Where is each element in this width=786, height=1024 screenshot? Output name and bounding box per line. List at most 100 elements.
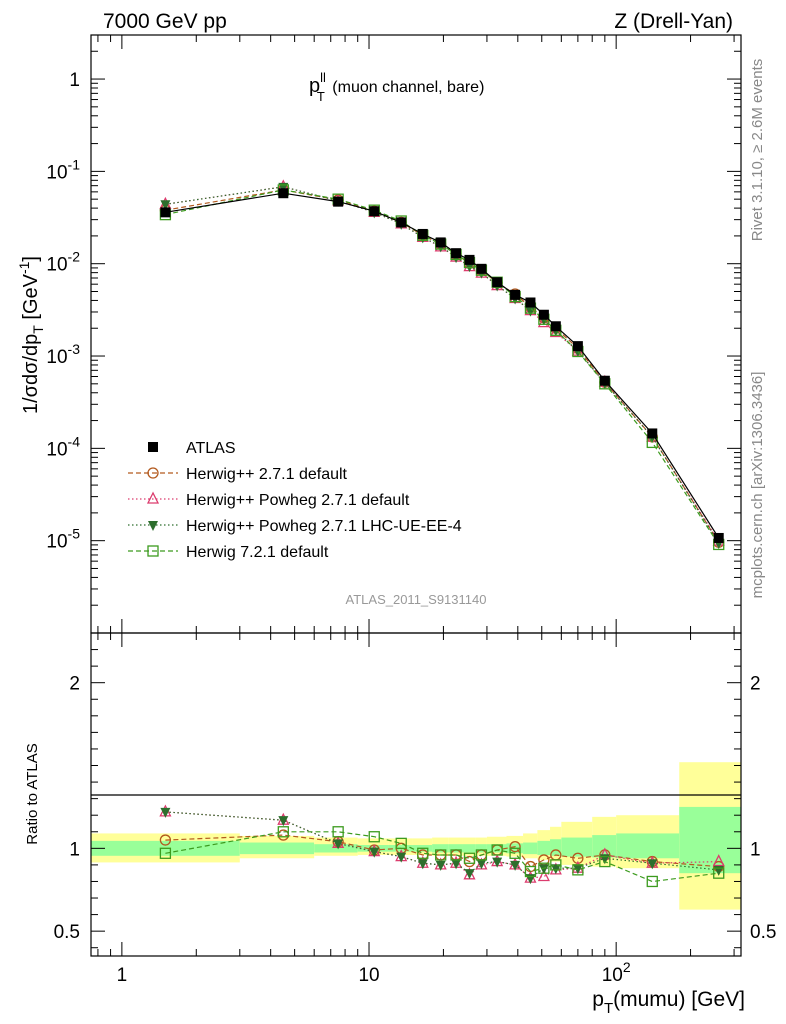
upper-series-0-point [160,207,171,218]
ratio-ylabel: Ratio to ATLAS [24,743,41,844]
ratio-stat-band [537,840,551,855]
legend-marker [148,521,158,531]
ratio-series-3-point [417,847,429,859]
ratio-series-2-point [492,857,503,868]
plot-title: pll T (muon channel, bare) [309,70,484,104]
upper-series-0-point [396,217,407,228]
ratio-series-2-point [435,860,446,871]
ratio-series-3-point [538,862,550,874]
ratio-series-3-point [332,826,344,838]
ratio-series-2-point [538,864,549,875]
ratio-series-3-point [435,849,447,861]
upper-series-0-point [435,237,446,248]
ratio-ytick-label-left: 2 [69,674,80,695]
plot-title-sub: T [317,89,325,104]
ratio-stat-band [550,839,562,856]
ratio-series-2-point [160,807,171,818]
upper-panel: 1 10-1 10-2 10-3 10-4 10-5 pll T (muon channel… [16,34,742,634]
upper-series-0-point [713,532,724,543]
upper-series-0-point [492,277,503,288]
ratio-series-3-point [159,847,172,859]
x-tick-label: 1 [117,965,128,986]
ratio-series-2-point [572,864,583,875]
ratio-series-3-point [368,831,380,843]
ratio-series-3-point [395,837,407,850]
upper-series-0-point [510,289,521,300]
ratio-stat-band [448,844,463,853]
ratio-ytick-label-right: 2 [750,674,761,695]
legend-label: Herwig++ 2.7.1 default [186,466,348,483]
ratio-series-0-point [159,834,172,846]
upper-series-0-point [278,188,289,199]
ratio-ytick-label-left: 1 [69,839,80,860]
upper-series-0-point [369,206,380,217]
ratio-series-3-point [646,875,658,888]
upper-ytick-label: 10-1 [46,156,80,183]
ratio-series-1-point [537,869,550,882]
x-tick-label: 102 [602,959,631,986]
upper-series-0-point [647,428,658,439]
upper-series-2-point [549,325,562,338]
ratio-stat-band [679,806,741,874]
ratio-series-2-point [464,869,475,880]
ratio-stat-band [486,844,507,853]
upper-series-3-point [160,200,171,211]
upper-series-0-point [550,321,561,332]
analysis-id-label: ATLAS_2011_S9131140 [346,592,487,607]
upper-ytick-label: 10-4 [46,433,80,460]
ratio-ytick-label-right: 1 [750,839,761,860]
plot-title-rest: (muon channel, bare) [328,79,485,96]
x-tick-label: 10 [358,965,379,986]
upper-series-0-point [476,263,487,274]
upper-series-0-point [525,297,536,308]
ratio-series-3-point [572,864,584,876]
upper-ylabel: 1/σdσ/dpT [GeV-1] [16,256,46,414]
legend-label: ATLAS [186,440,236,457]
header-right-label: Z (Drell-Yan) [614,10,733,33]
ratio-series-2-point [510,860,521,871]
legend-marker [148,442,158,452]
legend-marker [146,491,160,504]
upper-series-0-point [538,309,549,320]
ratio-series-3-line [165,831,719,883]
ratio-series-2-point [417,859,428,870]
upper-series-0-point [451,248,462,259]
legend: ATLAS Herwig++ 2.7.1 default Herwig++ Powh… [128,440,462,561]
ratio-ytick-label-right: 0.5 [750,922,776,943]
legend-label: Herwig 7.2.1 default [186,544,329,561]
ratio-series-0-point [509,841,521,853]
ratio-series-3-point [475,849,488,861]
header-left-label: 7000 GeV pp [103,10,227,33]
ratio-stat-band [239,842,315,855]
upper-series-0-point [464,254,475,265]
legend-marker [147,467,159,479]
upper-ytick-label: 10-3 [46,341,80,368]
ratio-stat-band [475,844,487,853]
upper-series-0-point [599,375,610,386]
legend-label: Herwig++ Powheg 2.7.1 default [186,492,410,509]
upper-series-0-point [333,196,344,207]
ratio-series-2-point [369,847,380,858]
upper-ytick-label: 10-2 [46,249,80,276]
ratio-stat-band [523,842,538,855]
ratio-stat-band [561,837,593,857]
mcplots-label: mcplots.cern.ch [arXiv:1306.3436] [749,372,766,599]
upper-series-3-point [525,306,536,317]
upper-ytick-label: 1 [69,70,80,91]
ratio-series-3-point [491,844,503,856]
ratio-series-3-point [599,855,611,868]
ratio-frame [90,632,742,957]
upper-series-0-point [417,228,428,239]
ratio-stat-band [314,844,358,853]
rivet-version-label: Rivet 3.1.10, ≥ 2.6M events [749,59,766,242]
ratio-stat-band [462,844,476,853]
ratio-series-3-point [550,859,562,871]
x-axis-label: pT(mumu) [GeV] [592,988,745,1017]
ratio-panel: 2 2 1 1 0.5 0.5 1 10 102 Ratio to ATLAS [24,632,776,986]
ratio-series-3-point [463,852,476,864]
ratio-series-2-point [550,864,561,875]
plot-title-sup: ll [320,70,326,85]
upper-series-0-point [572,341,583,352]
ratio-series-3-point [713,867,725,879]
ratio-series-2-point [451,859,462,870]
